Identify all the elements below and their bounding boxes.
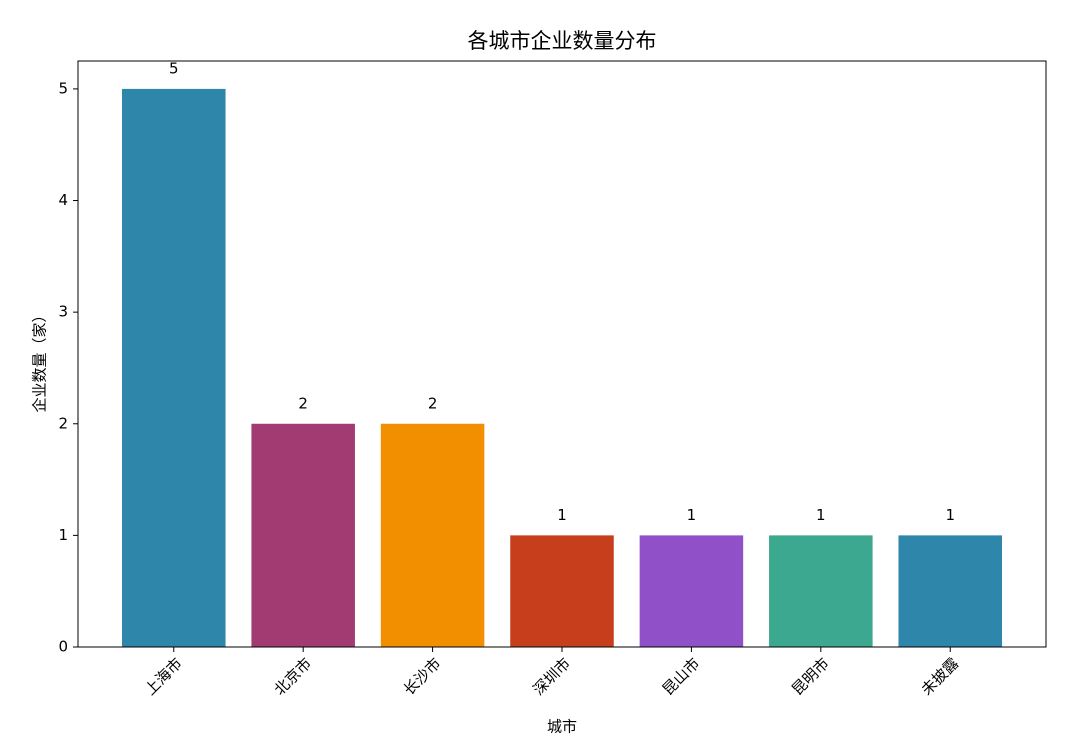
x-tick-label: 上海市 [141,654,186,699]
chart-title: 各城市企业数量分布 [468,29,657,53]
x-tick-label: 未披露 [918,654,963,699]
y-tick-label: 4 [58,191,68,209]
x-axis-label: 城市 [547,718,577,736]
bar [122,88,226,647]
y-tick-label: 1 [58,526,68,544]
value-label: 5 [169,59,179,77]
bar [898,535,1002,647]
plot-frame [77,60,1047,648]
x-tick-label: 昆山市 [659,654,704,699]
bar [510,535,614,647]
y-tick-label: 3 [58,303,68,321]
x-tick-label: 昆明市 [788,654,833,699]
x-tick-label: 长沙市 [400,654,445,699]
y-tick-label: 0 [58,638,68,656]
value-label: 1 [816,506,826,524]
bar [251,423,355,647]
value-label: 1 [945,506,955,524]
bar [769,535,873,647]
x-tick-label: 北京市 [271,654,316,699]
bar [380,423,485,647]
bar [639,535,744,647]
y-tick-label: 2 [58,414,68,432]
x-tick-label: 深圳市 [529,654,574,699]
y-tick-label: 5 [58,79,68,97]
value-label: 2 [298,394,308,412]
value-label: 1 [687,506,697,524]
y-axis-label: 企业数量（家） [31,307,49,412]
value-label: 2 [428,394,438,412]
value-label: 1 [557,506,567,524]
